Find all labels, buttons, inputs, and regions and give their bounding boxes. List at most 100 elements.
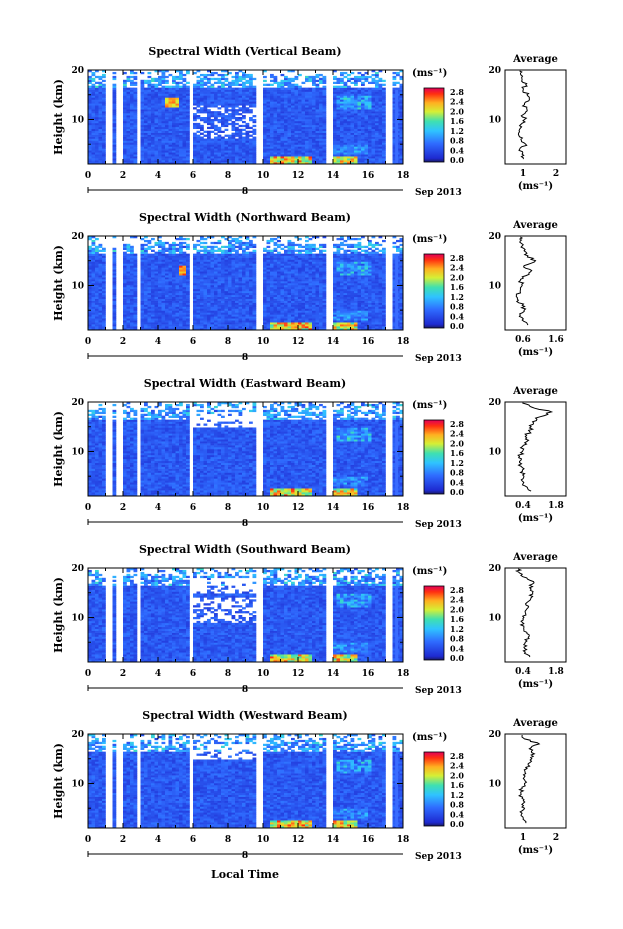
- heat-cell: [354, 117, 358, 120]
- heat-cell: [203, 322, 208, 325]
- heat-cell: [179, 271, 183, 274]
- heat-cell: [217, 101, 222, 104]
- heat-cell: [221, 298, 225, 301]
- heat-cell: [186, 70, 190, 73]
- heat-cell: [91, 324, 96, 327]
- heat-cell: [186, 306, 190, 309]
- heat-cell: [375, 146, 379, 149]
- heat-cell: [301, 113, 306, 116]
- heat-cell: [378, 158, 383, 161]
- heat-cell: [350, 91, 355, 94]
- heat-cell: [249, 146, 253, 149]
- heat-cell: [284, 142, 288, 145]
- heat-cell: [175, 308, 180, 311]
- heat-cell: [172, 91, 176, 94]
- heat-cell: [263, 118, 267, 122]
- heat-cell: [221, 118, 225, 122]
- heat-cell: [91, 290, 96, 294]
- heat-cell: [133, 97, 138, 100]
- heat-cell: [112, 308, 117, 311]
- heat-cell: [217, 136, 222, 139]
- heat-cell: [151, 156, 155, 159]
- heat-cell: [224, 292, 229, 296]
- heat-cell: [231, 156, 236, 159]
- heat-cell: [357, 95, 362, 98]
- heat-cell: [364, 107, 369, 110]
- heat-cell: [203, 99, 208, 102]
- heat-cell: [350, 77, 355, 81]
- heat-cell: [91, 97, 96, 100]
- heat-cell: [161, 290, 166, 294]
- heat-cell: [140, 320, 145, 323]
- heat-cell: [172, 306, 176, 309]
- heat-cell: [200, 77, 204, 81]
- heat-cell: [172, 251, 176, 254]
- heat-cell: [172, 162, 176, 165]
- heat-cell: [182, 267, 187, 270]
- heat-cell: [126, 144, 131, 147]
- heat-cell: [280, 79, 285, 83]
- heat-cell: [147, 308, 152, 311]
- heat-cell: [368, 93, 372, 96]
- heat-cell: [88, 144, 92, 147]
- heat-cell: [214, 281, 218, 284]
- heat-cell: [217, 95, 222, 98]
- heat-cell: [207, 249, 211, 252]
- heat-cell: [112, 140, 117, 143]
- heat-cell: [123, 115, 127, 118]
- heat-cell: [217, 302, 222, 305]
- heat-cell: [182, 284, 187, 288]
- heat-cell: [140, 95, 145, 98]
- heat-cell: [235, 118, 239, 122]
- heat-cell: [207, 292, 211, 296]
- heat-cell: [224, 111, 229, 114]
- heat-cell: [315, 126, 320, 130]
- heat-cell: [126, 101, 131, 104]
- heat-cell: [140, 314, 145, 317]
- heat-cell: [133, 101, 138, 104]
- heat-cell: [217, 150, 222, 153]
- heat-cell: [361, 120, 365, 124]
- heat-cell: [378, 120, 383, 124]
- heat-cell: [165, 300, 169, 303]
- heat-cell: [200, 273, 204, 276]
- heat-cell: [294, 83, 299, 86]
- heat-cell: [165, 107, 169, 110]
- heat-cell: [214, 316, 218, 319]
- heat-cell: [343, 154, 348, 157]
- heat-cell: [235, 312, 239, 315]
- heat-cell: [182, 89, 187, 92]
- heat-cell: [347, 73, 351, 77]
- heat-cell: [238, 130, 243, 133]
- heat-cell: [266, 118, 271, 122]
- heat-cell: [308, 99, 313, 102]
- heat-cell: [193, 132, 197, 135]
- heat-cell: [151, 113, 155, 116]
- heat-cell: [319, 160, 323, 163]
- heat-cell: [238, 328, 243, 331]
- heat-cell: [266, 136, 271, 139]
- heat-cell: [277, 89, 281, 92]
- heat-cell: [336, 158, 341, 161]
- heat-cell: [126, 142, 131, 145]
- panel-0: Spectral Width (Vertical Beam)0 2 4 6 8 10 12 1…: [52, 45, 567, 198]
- heat-cell: [165, 318, 169, 321]
- heat-cell: [165, 142, 169, 145]
- heat-cell: [305, 99, 309, 102]
- heat-cell: [186, 99, 190, 102]
- heat-cell: [361, 142, 365, 145]
- heat-cell: [158, 281, 162, 284]
- heat-cell: [217, 279, 222, 282]
- heat-cell: [91, 109, 96, 112]
- heat-cell: [123, 113, 127, 116]
- heat-cell: [179, 253, 183, 256]
- heat-cell: [112, 290, 117, 294]
- heat-cell: [130, 81, 134, 85]
- heat-cell: [392, 117, 397, 120]
- heat-cell: [238, 118, 243, 122]
- heat-cell: [357, 103, 362, 106]
- heat-cell: [207, 236, 211, 239]
- heat-cell: [357, 154, 362, 157]
- heat-cell: [217, 156, 222, 159]
- heat-cell: [126, 318, 131, 321]
